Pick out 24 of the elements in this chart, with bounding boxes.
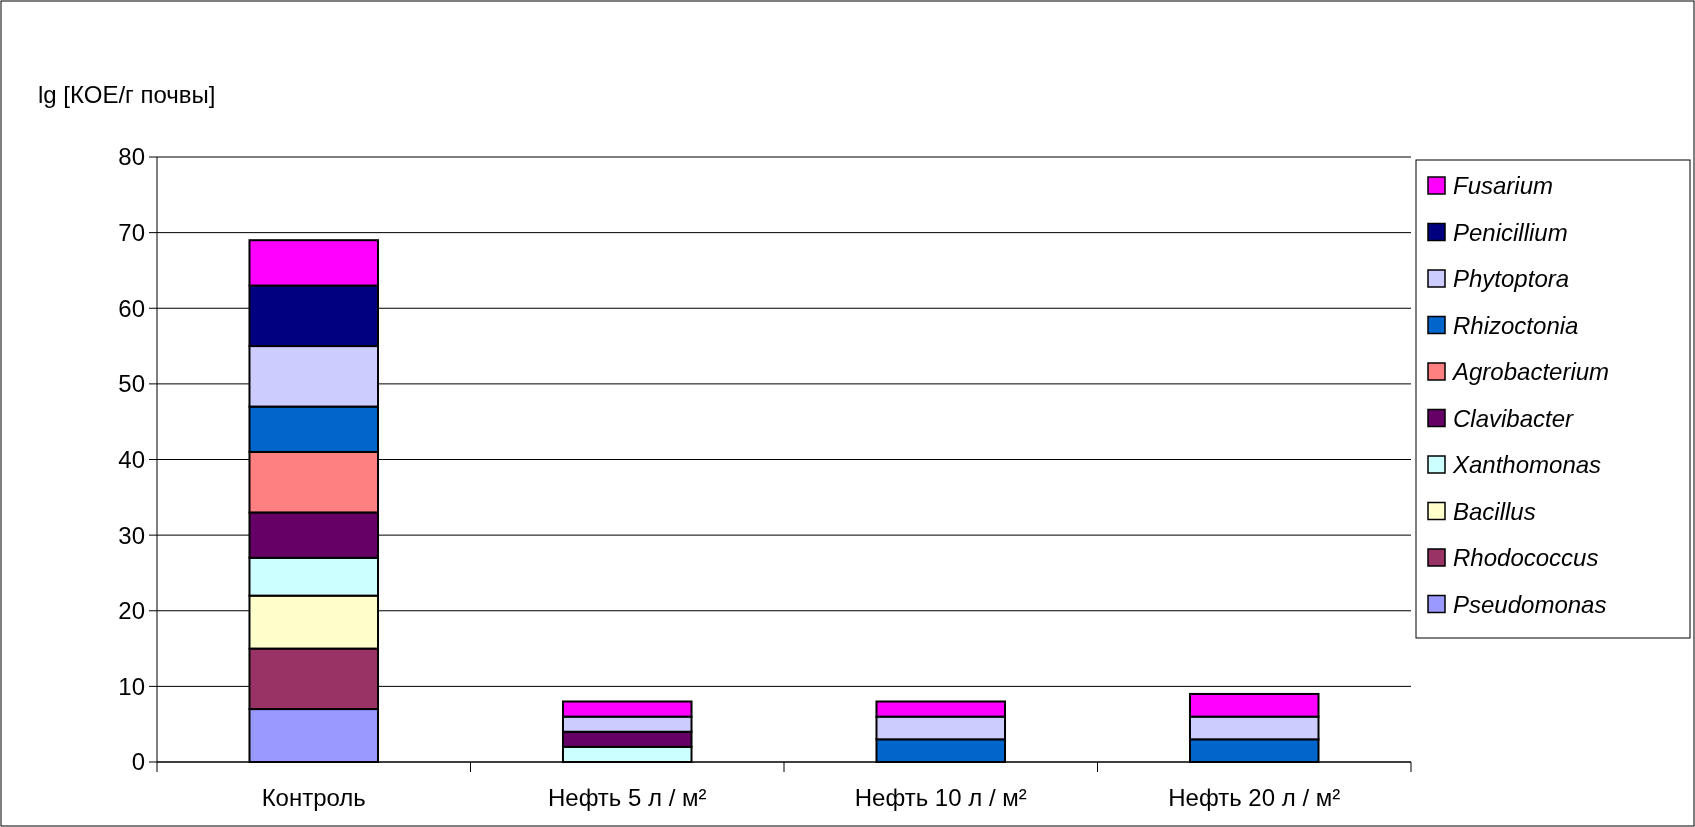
y-tick-label: 50 [118,370,145,398]
y-tick-label: 30 [118,521,145,549]
x-tick-label: Контроль [261,784,366,811]
y-tick-label: 10 [118,672,145,700]
y-tick-label: 80 [118,143,145,171]
y-tick-label: 60 [118,294,145,322]
x-tick-label: Нефть 5 л / м² [547,784,707,811]
legend-label: Pseudomonas [1453,590,1607,618]
y-tick-label: 70 [118,219,145,247]
y-axis-title: lg [КОЕ/г почвы] [38,81,216,108]
legend-label: Penicillium [1453,218,1568,246]
legend-label: Agrobacterium [1451,358,1610,386]
legend-label: Fusarium [1453,172,1554,200]
x-tick-label: Нефть 10 л / м² [854,784,1027,811]
legend-label: Phytoptora [1453,265,1570,293]
x-tick-label: Нефть 20 л / м² [1168,784,1341,811]
y-tick-label: 20 [118,597,145,625]
legend-label: Rhodococcus [1453,544,1599,572]
legend-label: Rhizoctonia [1453,311,1579,339]
legend-label: Xanthomonas [1452,451,1602,479]
legend-label: Clavibacter [1453,404,1575,432]
y-tick-label: 0 [131,748,145,776]
y-tick-label: 40 [118,445,145,473]
legend-label: Bacillus [1453,497,1536,525]
